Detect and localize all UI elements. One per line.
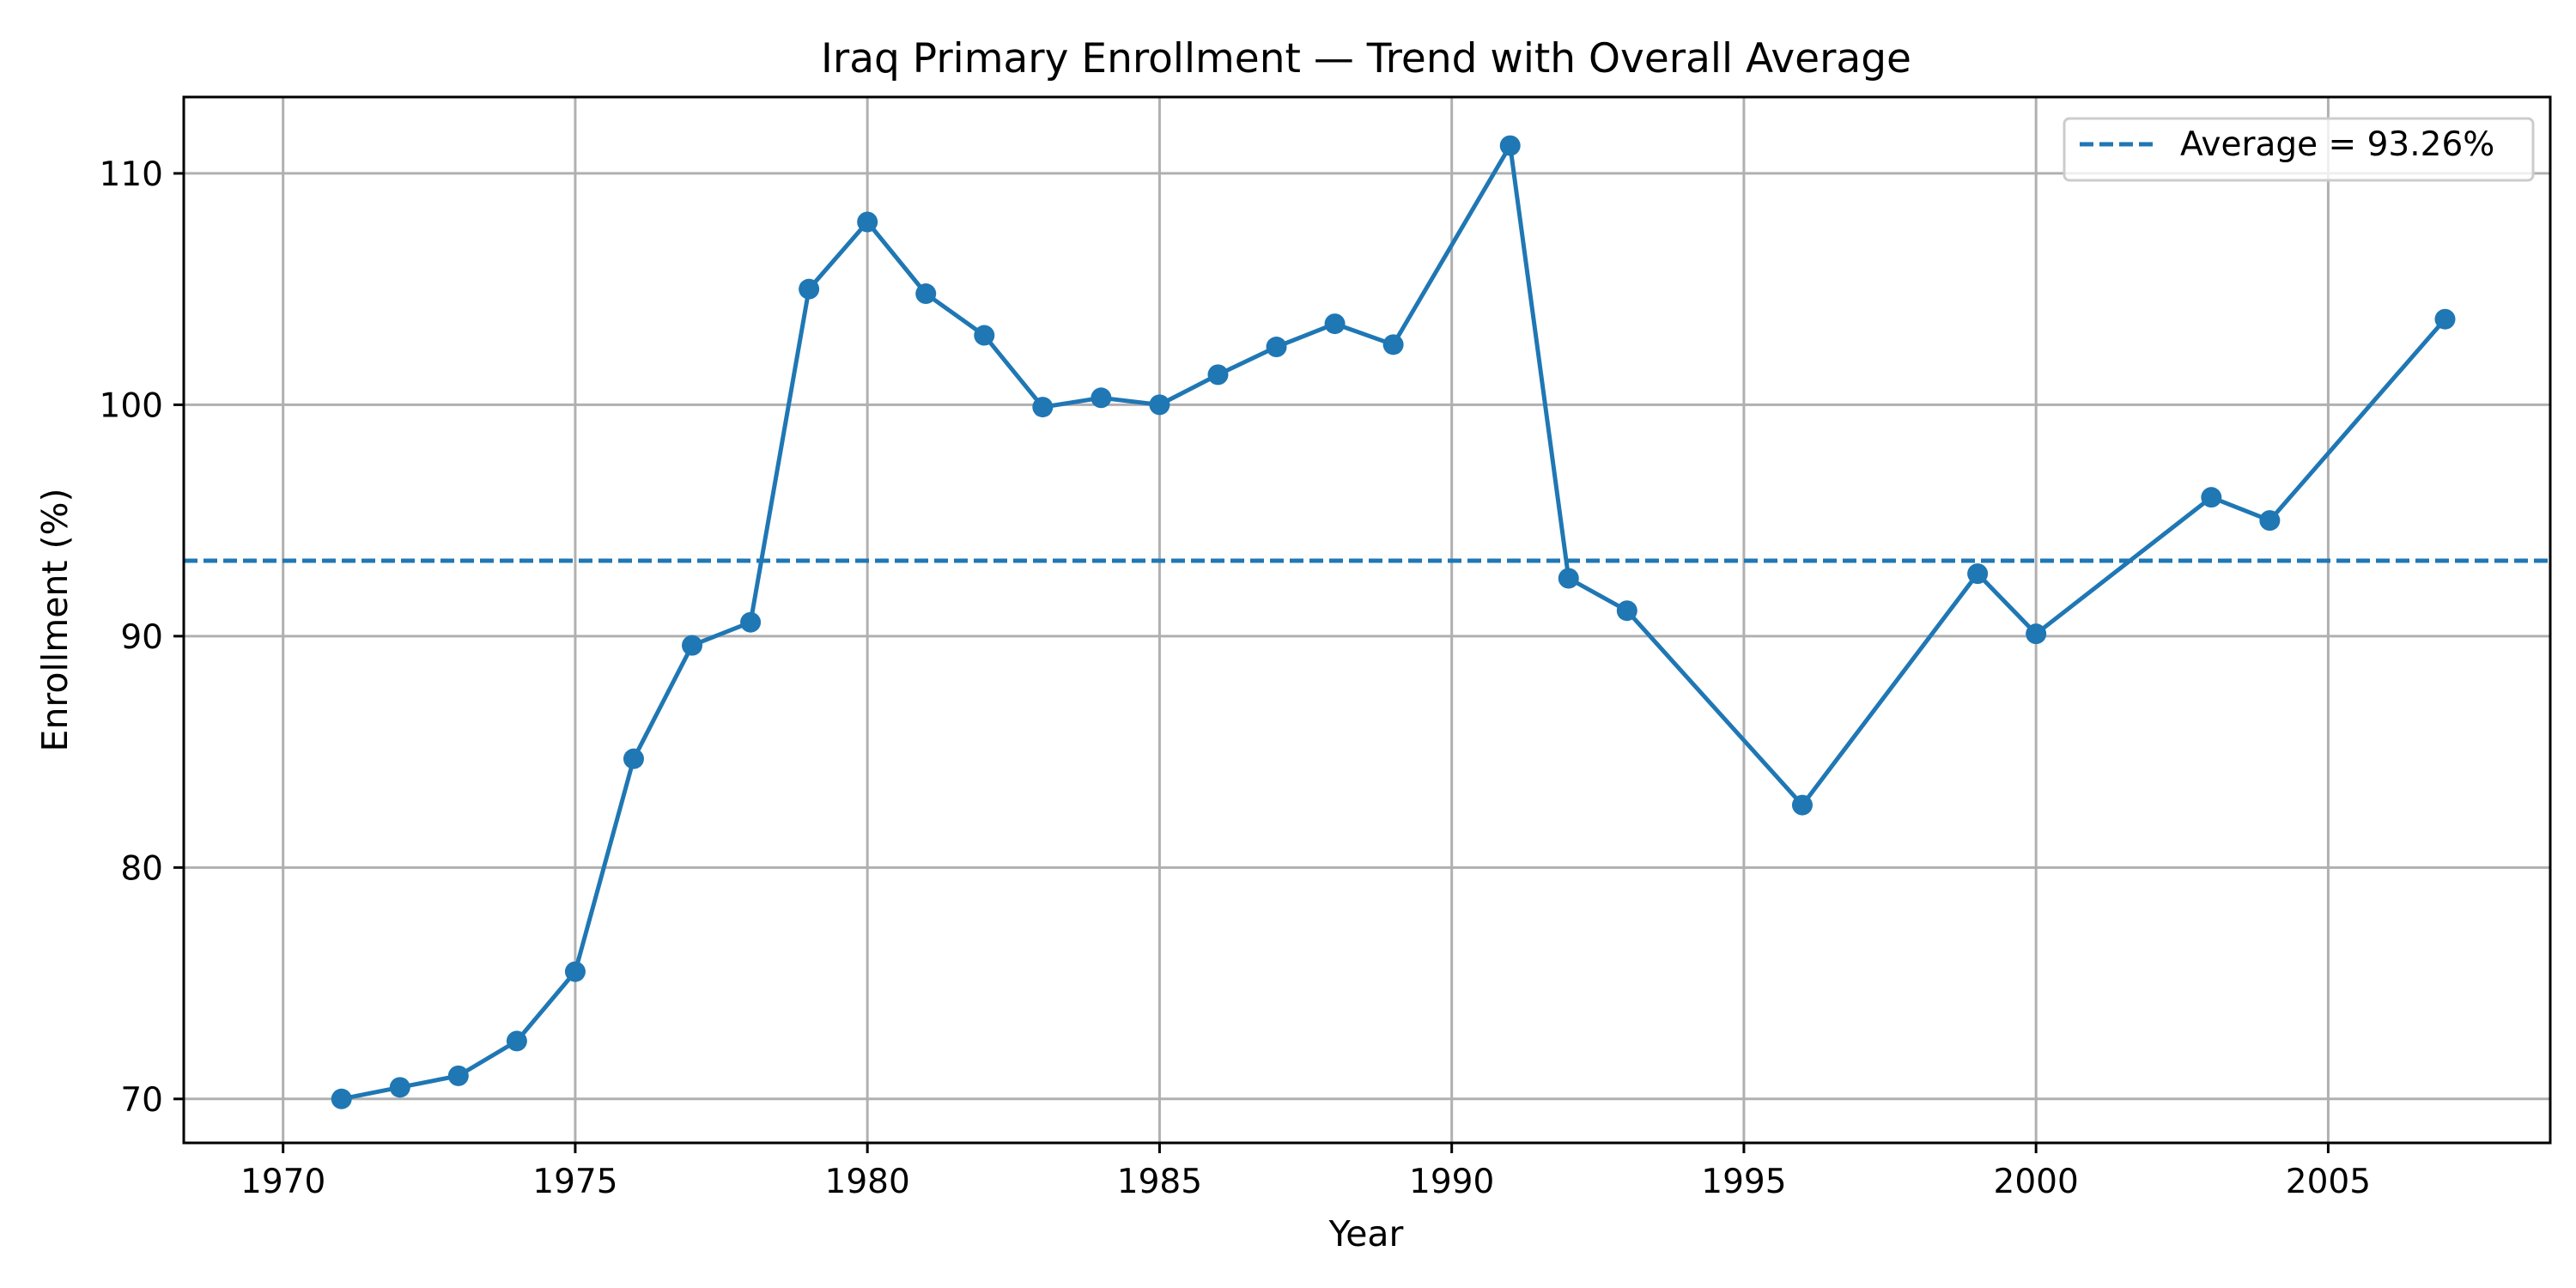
chart-title: Iraq Primary Enrollment — Trend with Ove… [821, 35, 1911, 82]
data-point [2201, 487, 2222, 508]
data-point [857, 211, 878, 233]
x-tick-label: 1990 [1409, 1163, 1494, 1201]
data-point [799, 278, 820, 300]
data-point [331, 1088, 352, 1109]
x-tick-label: 1970 [240, 1163, 325, 1201]
x-tick-label: 1995 [1701, 1163, 1786, 1201]
x-axis-label: Year [1328, 1213, 1404, 1255]
data-point [740, 611, 762, 633]
series-line [341, 143, 2447, 1102]
data-point [1499, 135, 1521, 156]
y-tick-label: 80 [120, 849, 163, 888]
data-point [1266, 337, 1287, 358]
data-point [1091, 387, 1112, 409]
plot-frame [182, 95, 2552, 1145]
data-point [447, 1065, 469, 1086]
data-point [682, 635, 703, 656]
x-tick-label: 2000 [1994, 1163, 2079, 1201]
tick-labels: 1970 1975 1980 1985 1990 1995 2000 2005 70 80 90 10… [100, 155, 2371, 1201]
x-tick-label: 2005 [2286, 1163, 2371, 1201]
x-tick-label: 1980 [825, 1163, 910, 1201]
data-point [1616, 600, 1637, 622]
data-point [1149, 394, 1170, 416]
y-tick-label: 100 [100, 386, 163, 425]
data-point [1558, 568, 1579, 589]
data-point [1967, 563, 1989, 585]
data-point [623, 748, 644, 769]
legend: Average = 93.26% [2063, 117, 2535, 182]
data-point [2026, 623, 2047, 645]
data-point [1382, 334, 1404, 355]
data-point [1324, 313, 1346, 335]
data-point [1032, 397, 1054, 418]
data-point [974, 325, 995, 346]
data-point [915, 283, 937, 305]
legend-box [2063, 117, 2535, 182]
data-point [2434, 308, 2456, 330]
y-axis-label: Enrollment (%) [34, 489, 76, 752]
x-tick-label: 1985 [1117, 1163, 1202, 1201]
y-tick-label: 90 [120, 618, 163, 657]
plot-content [184, 135, 2550, 1109]
data-point [506, 1030, 527, 1052]
y-tick-label: 70 [120, 1081, 163, 1120]
data-point [1791, 794, 1813, 816]
y-tick-label: 110 [100, 155, 163, 194]
data-point [2259, 510, 2281, 532]
data-point [389, 1077, 410, 1098]
data-point [564, 961, 586, 982]
legend-average-label: Average = 93.26% [2180, 125, 2494, 164]
data-point [1207, 364, 1229, 386]
x-tick-label: 1975 [532, 1163, 617, 1201]
ticks [173, 172, 2330, 1153]
